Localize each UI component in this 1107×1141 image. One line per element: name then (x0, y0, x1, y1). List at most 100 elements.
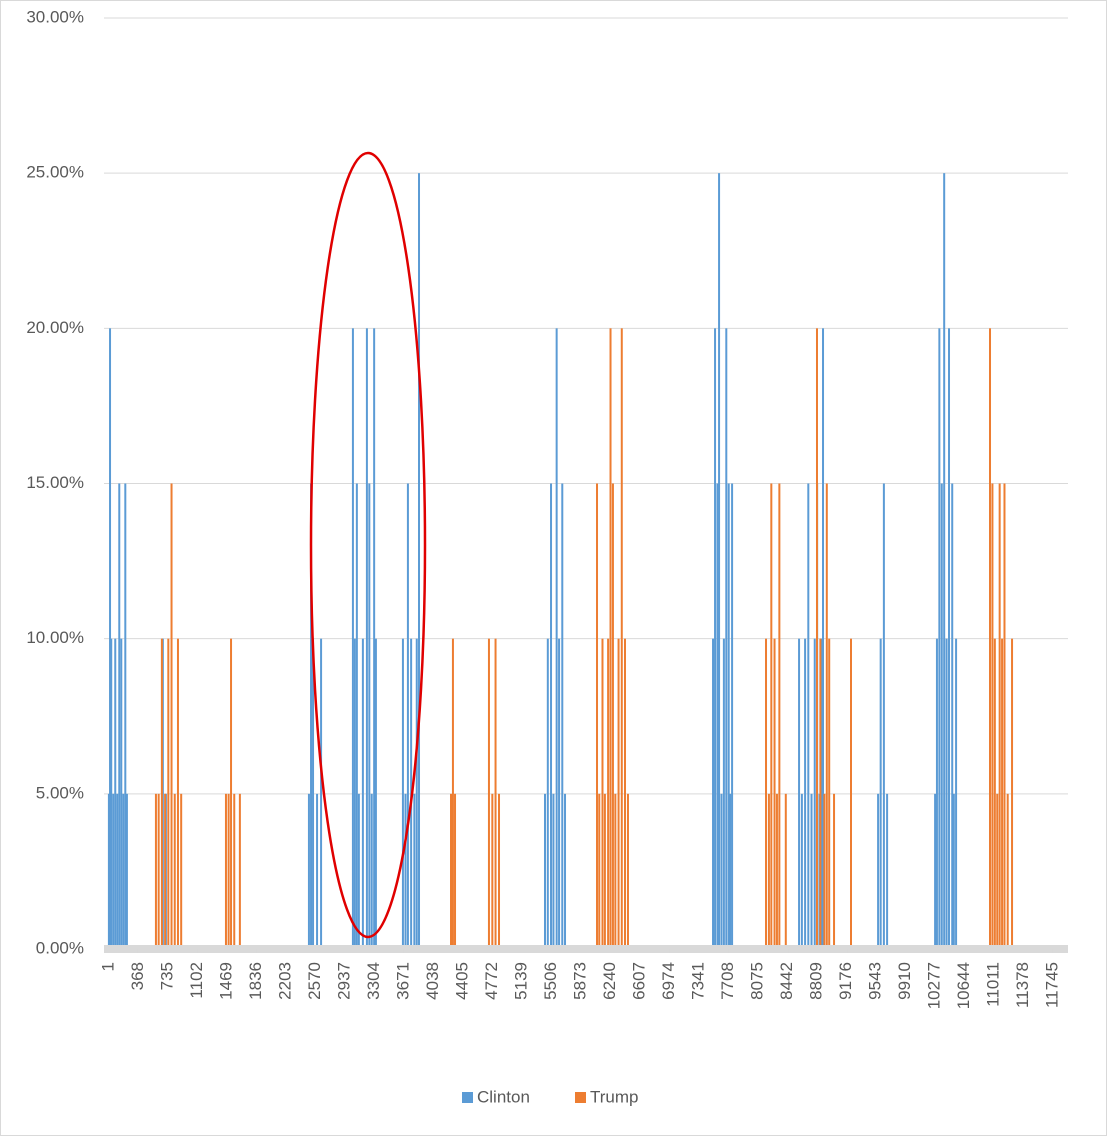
bar (320, 638, 323, 949)
bar (238, 793, 241, 949)
bar (310, 483, 313, 949)
bar (415, 638, 418, 949)
x-tick-label: 4772 (482, 962, 501, 1000)
bar (611, 483, 614, 949)
bar (810, 793, 813, 949)
bar (722, 638, 725, 949)
bar (948, 328, 951, 949)
bar (598, 793, 601, 949)
x-tick-label: 5506 (541, 962, 560, 1000)
bar (828, 638, 831, 949)
x-tick-label: 9176 (836, 962, 855, 1000)
bar (160, 638, 163, 949)
x-tick-label: 3304 (364, 962, 383, 1000)
bar (603, 793, 606, 949)
x-tick-label: 2203 (275, 962, 294, 1000)
y-tick-label: 15.00% (26, 473, 84, 492)
bar (778, 483, 781, 949)
bar (233, 793, 236, 949)
bar (833, 793, 836, 949)
bar (770, 483, 773, 949)
bar (451, 638, 454, 949)
bar (825, 483, 828, 949)
bar (498, 793, 501, 949)
bar (227, 793, 230, 949)
x-tick-label: 8442 (777, 962, 796, 1000)
bar (418, 173, 421, 949)
bar (107, 793, 110, 949)
legend-label: Clinton (477, 1087, 530, 1106)
bar (952, 793, 955, 949)
bar (607, 638, 610, 949)
bar (120, 638, 123, 949)
x-tick-label: 10277 (925, 962, 944, 1009)
y-tick-label: 30.00% (26, 7, 84, 26)
bar (886, 793, 889, 949)
bar (620, 328, 623, 949)
bar (122, 793, 125, 949)
bar (822, 328, 825, 949)
bar (361, 638, 364, 949)
x-tick-label: 10644 (954, 962, 973, 1009)
bar (951, 483, 954, 949)
bar (116, 793, 119, 949)
y-tick-label: 0.00% (36, 938, 84, 957)
x-tick-label: 2570 (305, 962, 324, 1000)
bar (173, 793, 176, 949)
bar (879, 638, 882, 949)
bar (154, 793, 157, 949)
bar (365, 328, 368, 949)
x-tick-label: 1 (98, 962, 117, 971)
bar (224, 793, 227, 949)
bar (312, 638, 315, 949)
bar (712, 638, 715, 949)
bar (370, 793, 373, 949)
bar (109, 328, 112, 949)
bar (413, 793, 416, 949)
bar (180, 793, 183, 949)
bar (729, 793, 732, 949)
bar (819, 638, 822, 949)
bar (938, 328, 941, 949)
legend-swatch (462, 1092, 473, 1103)
bar (765, 638, 768, 949)
bar (882, 483, 885, 949)
bar (230, 638, 233, 949)
bar (714, 328, 717, 949)
bar (316, 793, 319, 949)
bar (996, 793, 999, 949)
bar (945, 638, 948, 949)
bar (1006, 793, 1009, 949)
bar (167, 638, 170, 949)
bar (543, 793, 546, 949)
bar (813, 638, 816, 949)
x-tick-label: 3671 (393, 962, 412, 1000)
x-tick-label: 5139 (511, 962, 530, 1000)
bar (989, 328, 992, 949)
bar (487, 638, 490, 949)
bar (454, 793, 457, 949)
bar (112, 793, 115, 949)
x-tick-label: 11011 (984, 962, 1003, 1007)
bar (1001, 638, 1004, 949)
x-tick-label: 4405 (452, 962, 471, 1000)
bar (614, 793, 617, 949)
bar (784, 793, 787, 949)
bar (307, 793, 310, 949)
x-tick-label: 6974 (659, 962, 678, 1000)
highlight-ellipse (309, 151, 427, 939)
x-tick-label: 7708 (718, 962, 737, 1000)
y-tick-label: 5.00% (36, 783, 84, 802)
bar (815, 328, 818, 949)
bar (170, 483, 173, 949)
plot-area (104, 17, 1068, 950)
bar (357, 793, 360, 949)
bar (404, 793, 407, 949)
bar (934, 793, 937, 949)
bar (401, 638, 404, 949)
bar (491, 793, 494, 949)
bar (718, 173, 721, 949)
bar (373, 328, 376, 949)
bar (773, 638, 776, 949)
bar (623, 638, 626, 949)
